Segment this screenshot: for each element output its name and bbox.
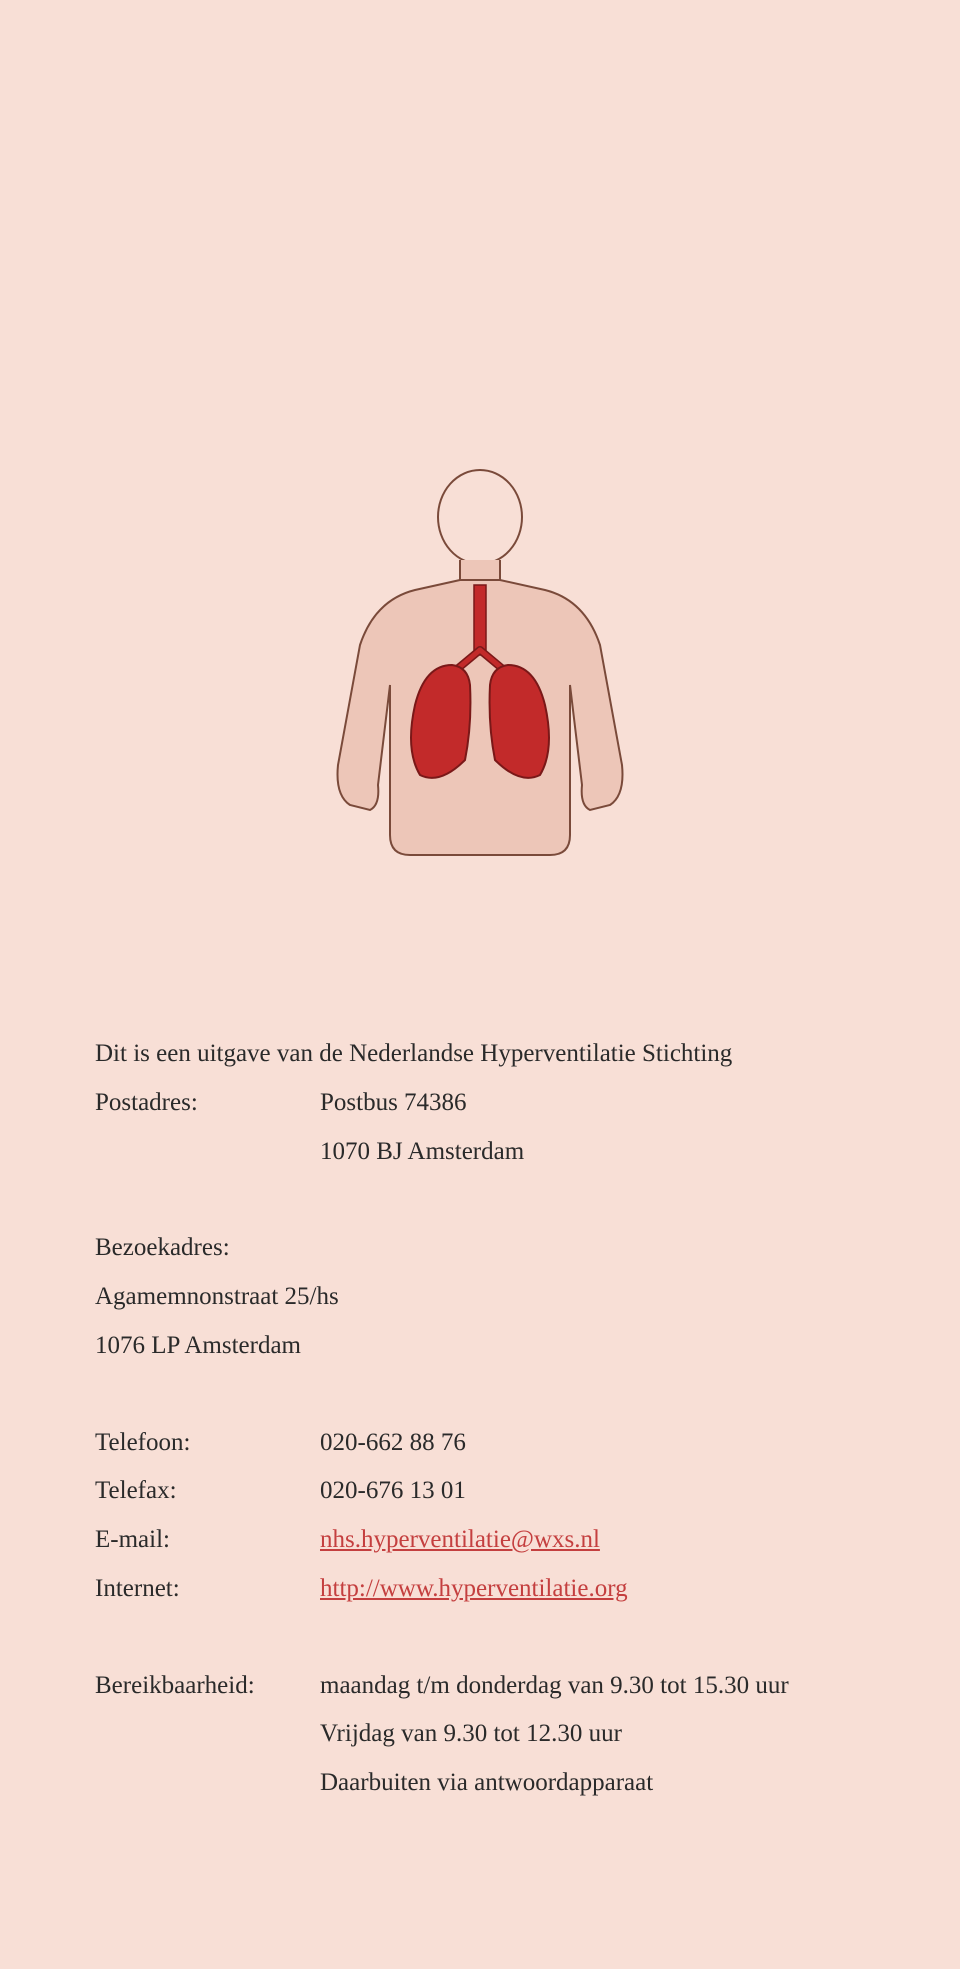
postadres-label: Postadres: xyxy=(95,1079,320,1128)
publisher-line: Dit is een uitgave van de Nederlandse Hy… xyxy=(95,1030,865,1079)
availability-section: Bereikbaarheid: maandag t/m donderdag va… xyxy=(95,1662,865,1808)
bezoek-label: Bezoekadres: xyxy=(95,1224,865,1273)
telefoon-label: Telefoon: xyxy=(95,1419,320,1468)
internet-link[interactable]: http://www.hyperventilatie.org xyxy=(320,1575,628,1602)
email-link[interactable]: nhs.hyperventilatie@wxs.nl xyxy=(320,1526,600,1553)
telefoon-value: 020-662 88 76 xyxy=(320,1419,865,1468)
post-city-value: 1070 BJ Amsterdam xyxy=(320,1128,865,1177)
postbus-value: Postbus 74386 xyxy=(320,1079,865,1128)
availability-label: Bereikbaarheid: xyxy=(95,1662,320,1711)
lungs-illustration xyxy=(320,465,640,865)
telefax-value: 020-676 13 01 xyxy=(320,1467,865,1516)
email-label: E-mail: xyxy=(95,1516,320,1565)
content-area: Dit is een uitgave van de Nederlandse Hy… xyxy=(95,1030,865,1856)
availability-line3: Daarbuiten via antwoordapparaat xyxy=(320,1759,865,1808)
telefax-label: Telefax: xyxy=(95,1467,320,1516)
neck-shape xyxy=(460,560,500,580)
contact-section: Telefoon: 020-662 88 76 Telefax: 020-676… xyxy=(95,1419,865,1614)
bezoek-section: Bezoekadres: Agamemnonstraat 25/hs 1076 … xyxy=(95,1224,865,1370)
bezoek-street: Agamemnonstraat 25/hs xyxy=(95,1273,865,1322)
trachea-shape xyxy=(474,585,486,655)
head-shape xyxy=(438,470,522,564)
bezoek-city: 1076 LP Amsterdam xyxy=(95,1322,865,1371)
internet-label: Internet: xyxy=(95,1565,320,1614)
availability-line1: maandag t/m donderdag van 9.30 tot 15.30… xyxy=(320,1662,865,1711)
intro-section: Dit is een uitgave van de Nederlandse Hy… xyxy=(95,1030,865,1176)
availability-line2: Vrijdag van 9.30 tot 12.30 uur xyxy=(320,1710,865,1759)
